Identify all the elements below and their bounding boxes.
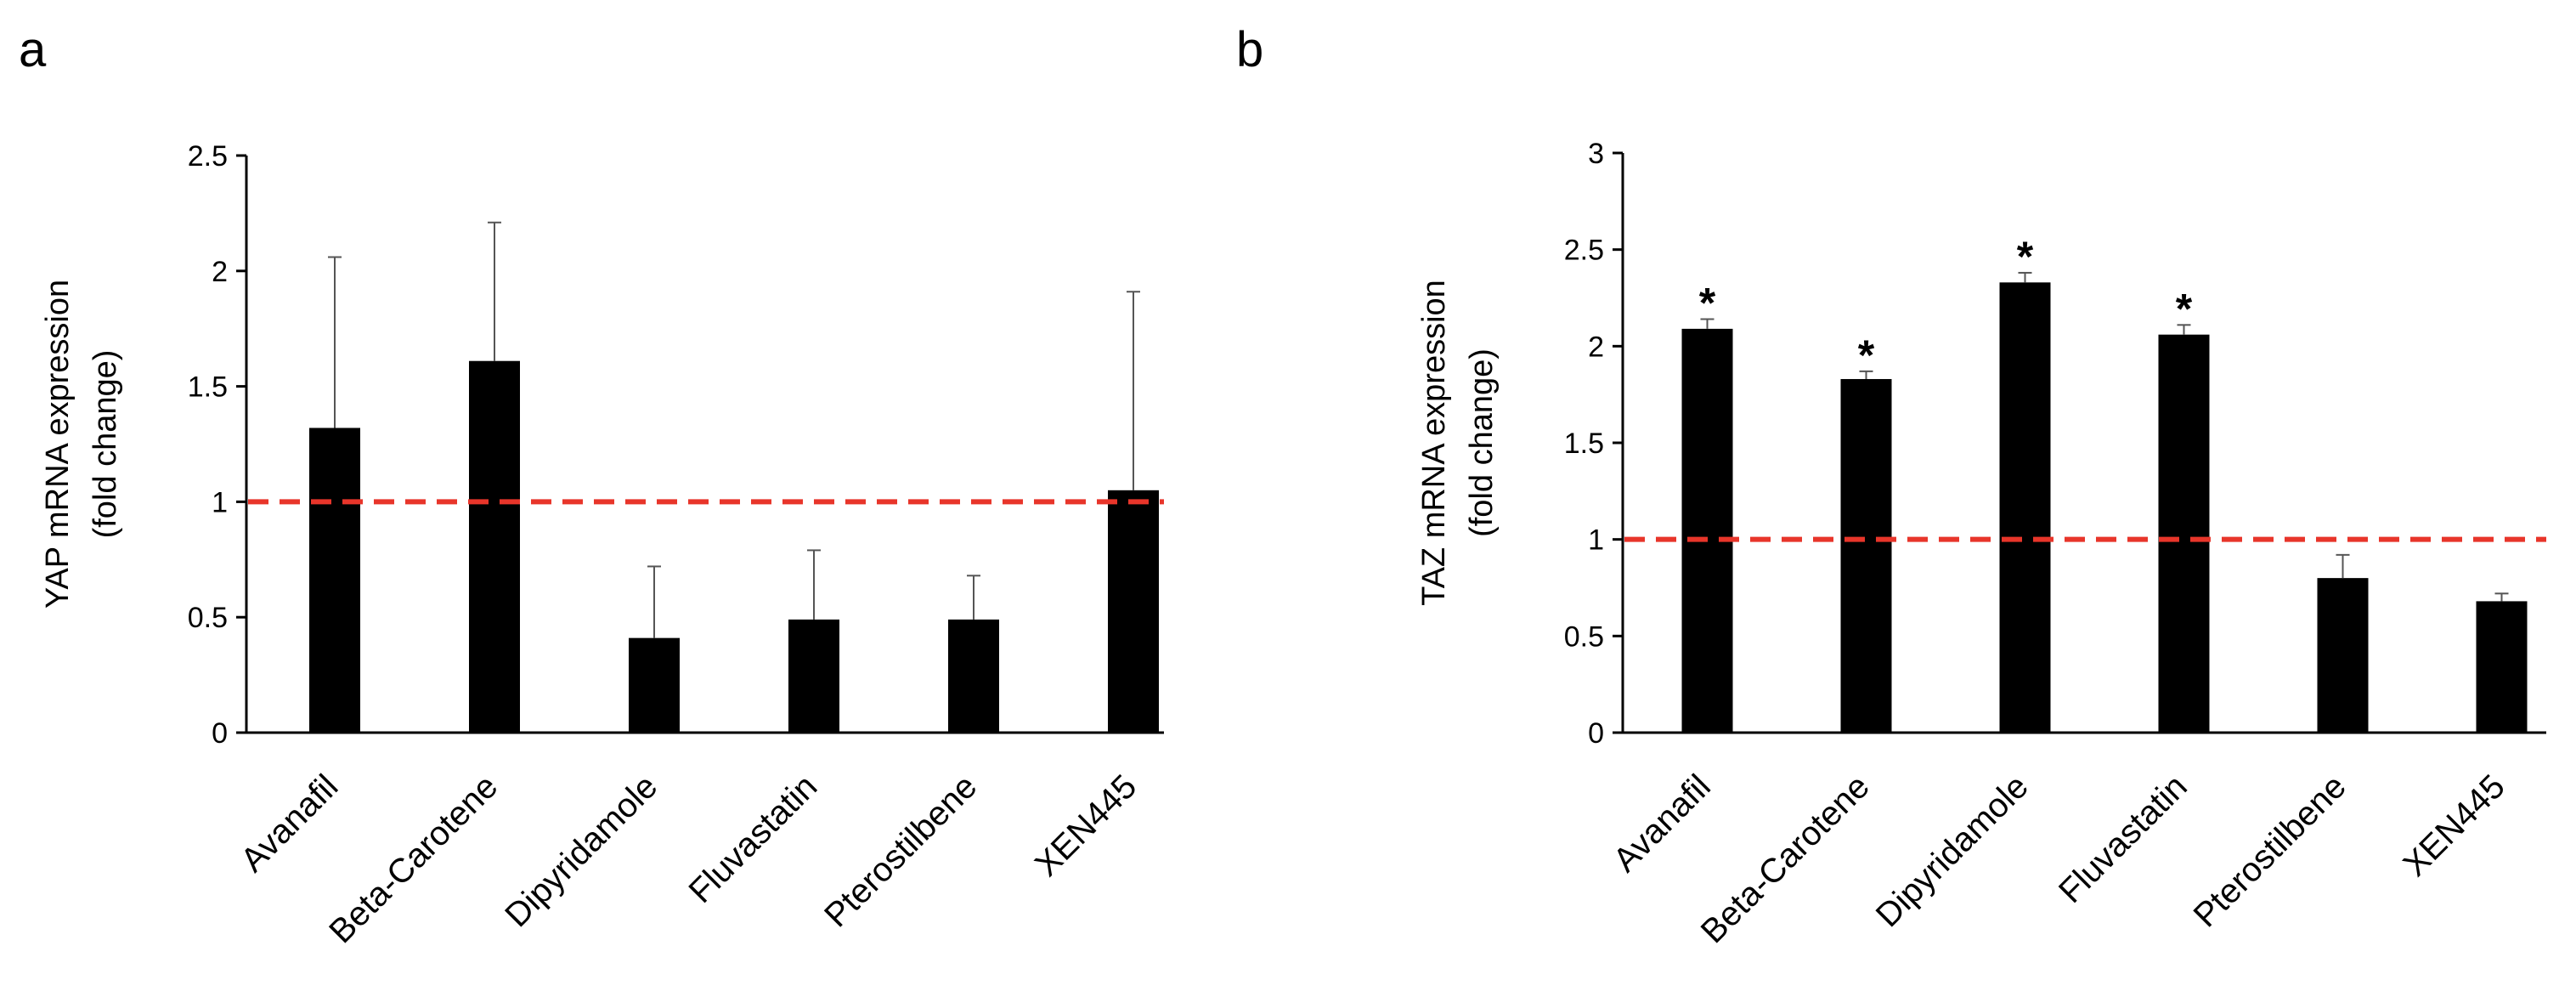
y-tick-label: 1.5 <box>188 371 228 404</box>
y-axis-label: (fold change) <box>88 350 123 539</box>
bar <box>309 428 360 733</box>
y-tick-label: 2 <box>212 256 228 288</box>
x-tick-label: XEN445 <box>2396 767 2511 883</box>
y-tick-label: 3 <box>1588 138 1604 170</box>
x-tick-label: Avanafil <box>1607 767 1718 879</box>
x-tick-label: Fluvastatin <box>2052 767 2195 910</box>
y-tick-label: 1 <box>1588 524 1604 557</box>
bar <box>2476 601 2528 733</box>
bar <box>469 360 520 733</box>
panel-a: a YAP mRNA expression (fold change) 0 0.5 1 1.… <box>19 22 1164 950</box>
x-tick-label: Fluvastatin <box>681 767 824 910</box>
x-tick-label: XEN445 <box>1028 767 1144 883</box>
x-tick-label: Avanafil <box>234 767 345 879</box>
bar <box>948 619 999 733</box>
panel-label: b <box>1236 22 1263 77</box>
x-tick-label: Pterostilbene <box>817 767 984 934</box>
significance-marker: * <box>1858 331 1875 379</box>
panel-b: b TAZ mRNA expression (fold change) 0 0.5 1 1.… <box>1236 22 2546 950</box>
y-axis-label: TAZ mRNA expression <box>1416 280 1452 606</box>
x-tick-label: Dipyridamole <box>1869 767 2036 934</box>
y-tick-label: 1 <box>212 486 228 518</box>
bar <box>1840 378 1892 733</box>
y-axis-label: (fold change) <box>1464 348 1500 537</box>
y-tick-label: 2.5 <box>188 140 228 173</box>
significance-marker: * <box>2176 285 2193 332</box>
bar <box>629 637 680 733</box>
y-tick-label: 0.5 <box>1564 620 1604 653</box>
x-tick-label: Beta-Carotene <box>322 767 505 950</box>
y-tick-label: 1.5 <box>1564 428 1604 460</box>
bar <box>1681 328 1733 733</box>
bar <box>2317 578 2369 733</box>
panel-label: a <box>19 22 47 77</box>
y-tick-label: 0 <box>212 717 228 750</box>
x-tick-label: Dipyridamole <box>498 767 664 934</box>
significance-marker: * <box>2017 233 2034 280</box>
x-tick-label: Beta-Carotene <box>1694 767 1877 950</box>
y-tick-label: 0 <box>1588 717 1604 750</box>
x-tick-label: Pterostilbene <box>2187 767 2353 934</box>
bar <box>2158 334 2210 733</box>
significance-marker: * <box>1699 280 1716 327</box>
y-tick-label: 2.5 <box>1564 235 1604 267</box>
y-tick-label: 0.5 <box>188 602 228 634</box>
y-tick-label: 2 <box>1588 331 1604 363</box>
bar <box>1108 490 1159 733</box>
bar <box>1999 282 2051 733</box>
y-axis-label: YAP mRNA expression <box>40 280 76 609</box>
bar <box>788 619 839 733</box>
